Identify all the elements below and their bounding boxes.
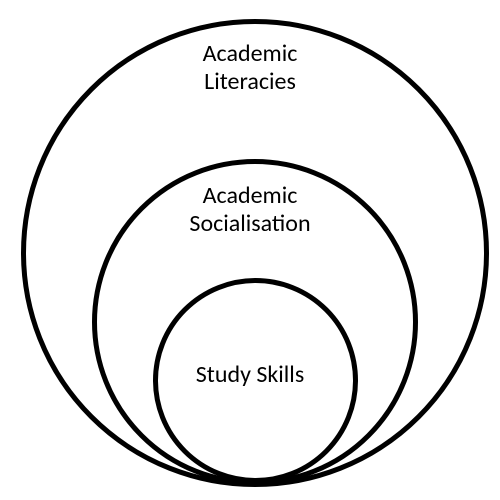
inner-label-text: Study Skills [196,360,304,389]
outer-label-line2: Literacies [204,67,296,96]
middle-label-line1: Academic [203,181,298,210]
middle-label-line2: Socialisation [189,209,310,238]
outer-label-line1: Academic [203,39,298,68]
middle-label: Academic Socialisation [150,182,350,237]
inner-label: Study Skills [150,361,350,389]
outer-label: Academic Literacies [150,40,350,95]
